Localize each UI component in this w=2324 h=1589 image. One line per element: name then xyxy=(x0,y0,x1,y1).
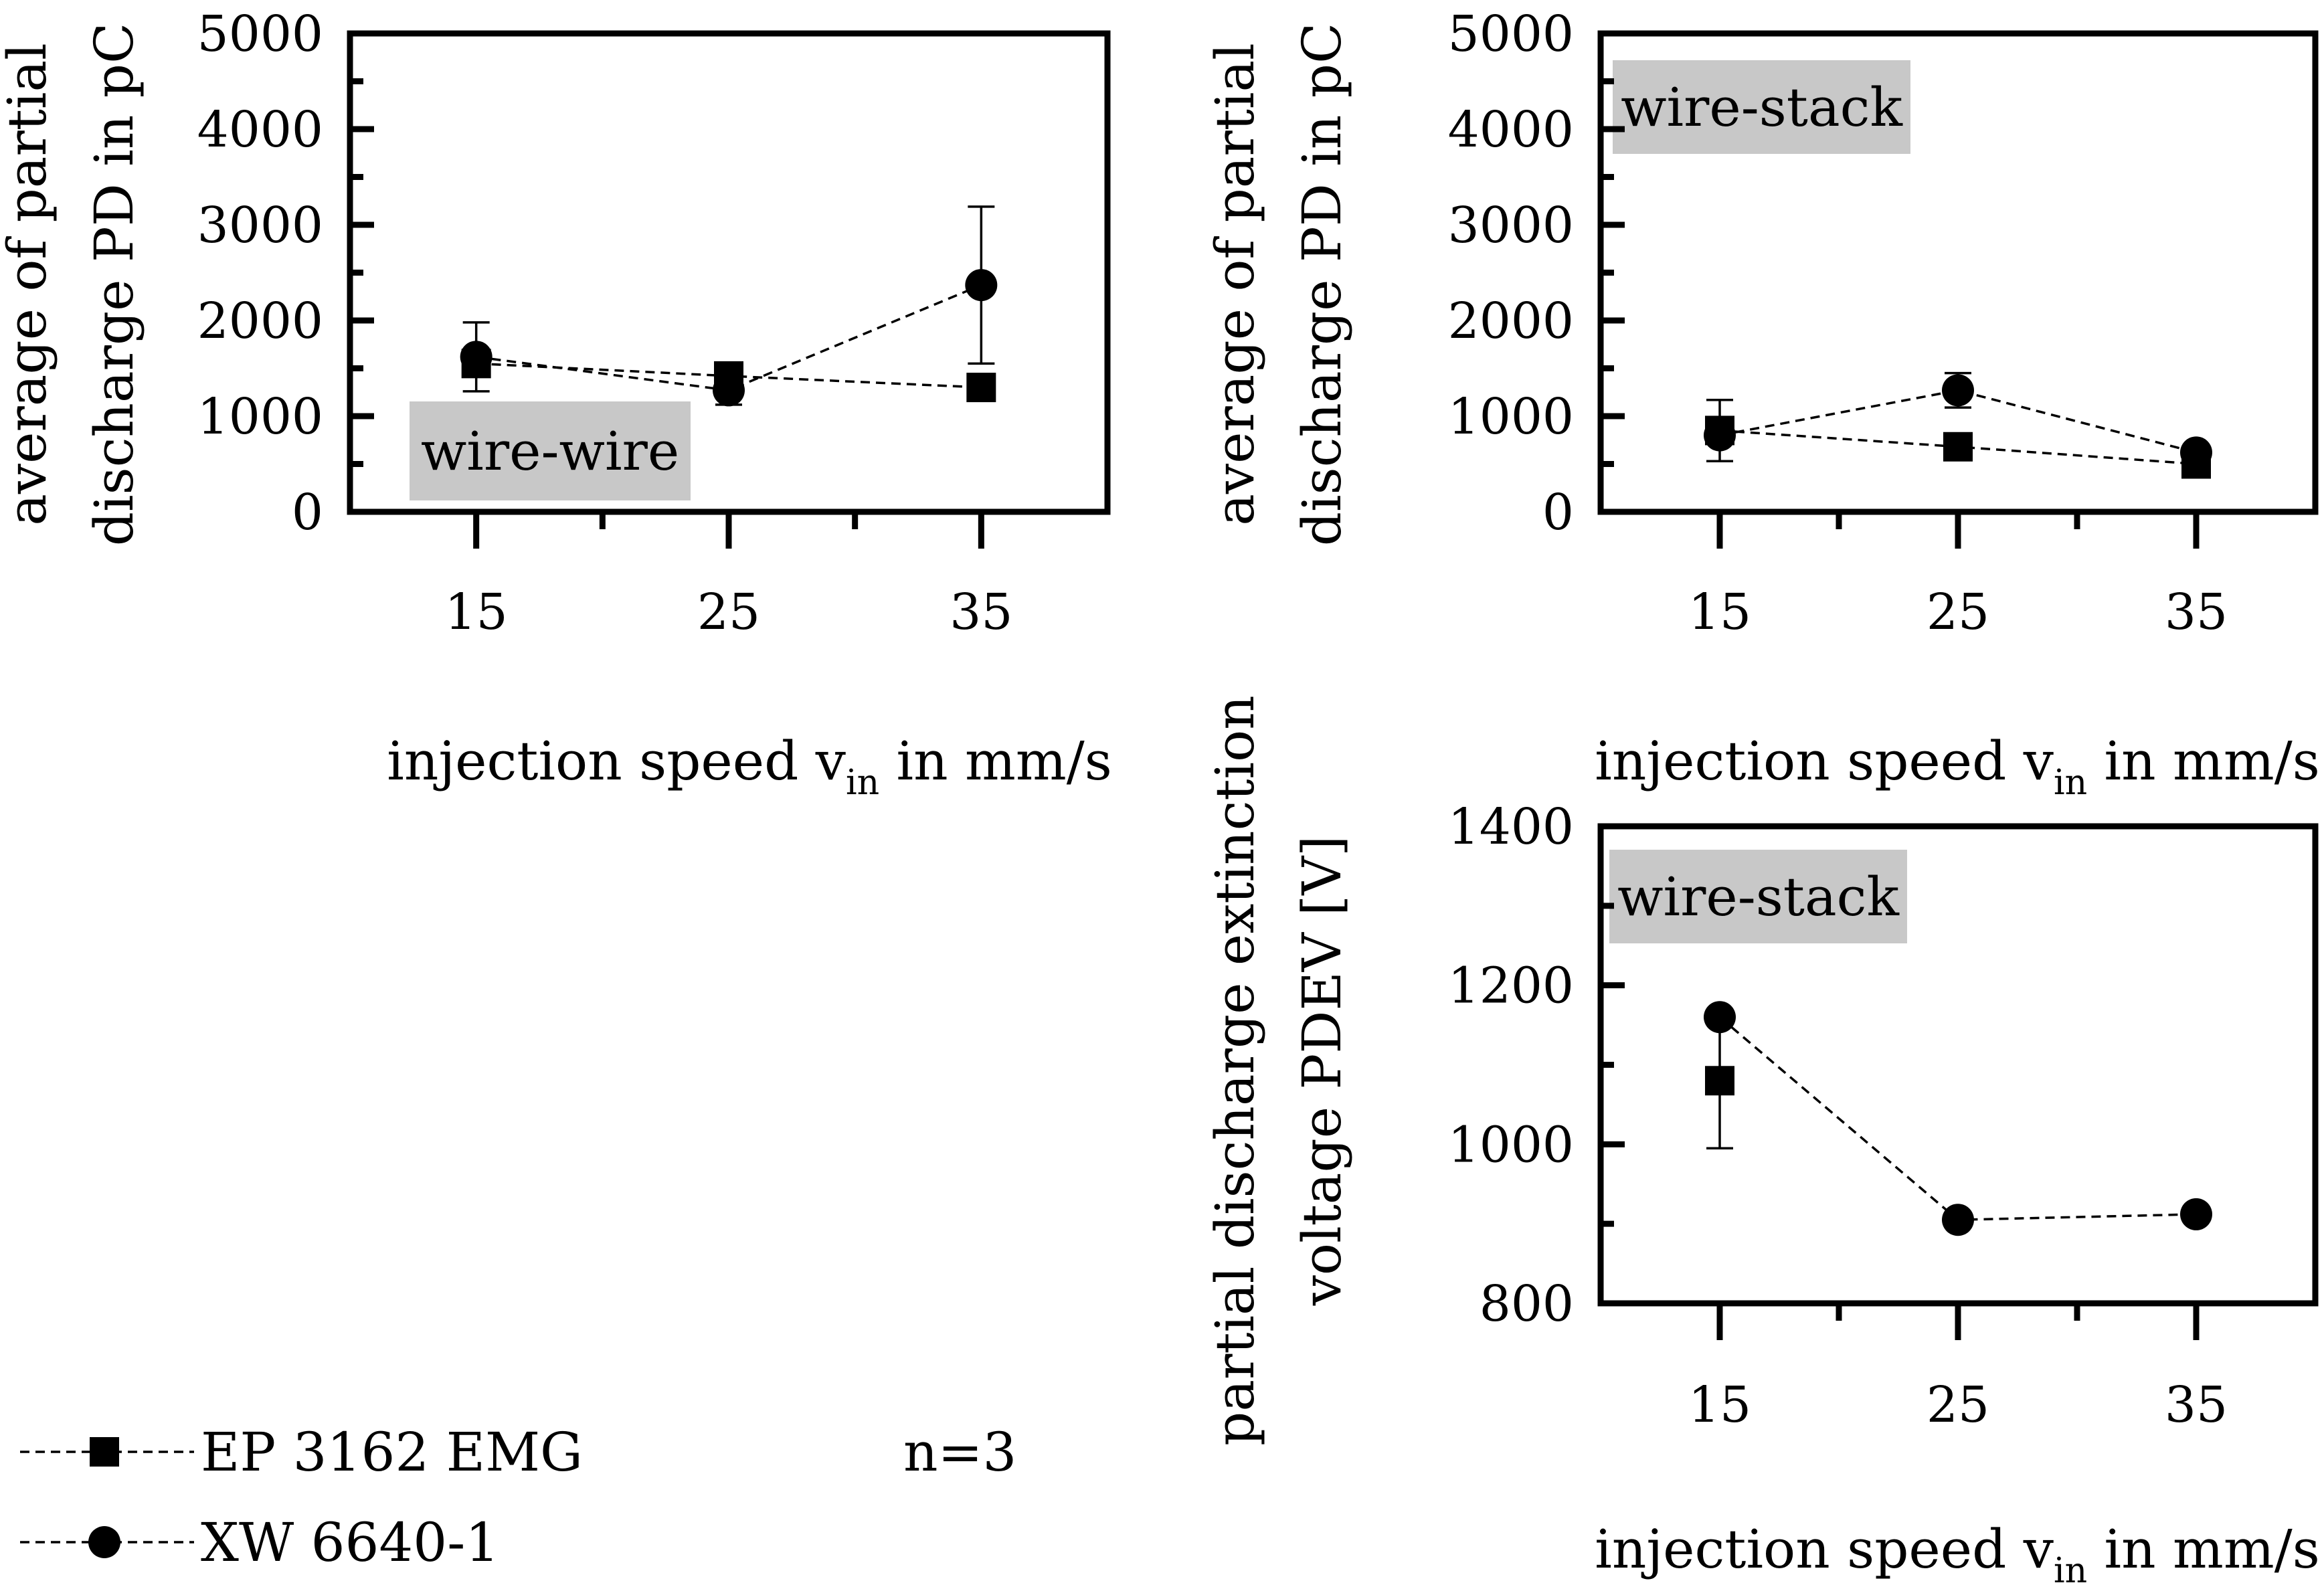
data-point-circle xyxy=(1942,1204,1974,1236)
data-point-circle xyxy=(1704,1001,1736,1034)
x-axis-label: injection speed vin in mm/s xyxy=(1595,730,2320,803)
legend: EP 3162 EMG XW 6640-1 n=3 xyxy=(20,1421,1016,1574)
legend-label: EP 3162 EMG xyxy=(201,1421,583,1483)
y-axis-label: discharge PD in pC xyxy=(83,23,145,546)
x-tick-label: 25 xyxy=(1927,583,1989,641)
y-tick-label: 1000 xyxy=(1448,1116,1574,1174)
y-tick-label: 1000 xyxy=(1448,388,1574,446)
y-tick-label: 4000 xyxy=(1448,101,1574,159)
data-point-circle xyxy=(2180,436,2212,469)
data-point-circle xyxy=(2180,1198,2212,1230)
x-tick-label: 15 xyxy=(1688,583,1751,641)
data-point-circle xyxy=(713,374,745,407)
plot-frame xyxy=(1597,823,2319,1307)
data-point-square xyxy=(966,373,996,403)
x-tick-label: 35 xyxy=(950,583,1012,641)
series-line-xw6640 xyxy=(1719,389,2197,454)
y-axis-label: discharge PD in pC xyxy=(1291,23,1353,546)
panel-tag-label: wire-stack xyxy=(1621,76,1903,138)
y-tick-label: 1000 xyxy=(197,388,323,446)
y-axis-label: average of partial xyxy=(0,43,58,526)
y-tick-label: 0 xyxy=(1542,484,1574,541)
x-tick-label: 25 xyxy=(697,583,760,641)
y-tick-label: 3000 xyxy=(1448,197,1574,254)
chart-panel-wire-stack-pdev: wire-stack 800 1000 1200 1400 15 25 35 partial d… xyxy=(1204,695,2320,1589)
square-marker-icon xyxy=(90,1437,119,1467)
y-tick-label: 800 xyxy=(1480,1275,1574,1333)
x-tick-label: 35 xyxy=(2165,583,2228,641)
legend-item-ep3162: EP 3162 EMG xyxy=(20,1421,583,1483)
y-tick-label: 5000 xyxy=(1448,5,1574,63)
data-point-square xyxy=(1943,432,1973,462)
data-point-circle xyxy=(460,341,493,373)
circle-marker-icon xyxy=(88,1526,120,1558)
x-tick-label: 35 xyxy=(2165,1376,2228,1434)
y-tick-label: 1400 xyxy=(1448,798,1574,856)
data-point-circle xyxy=(1704,419,1736,452)
x-axis-label: injection speed vin in mm/s xyxy=(1595,1518,2320,1589)
panel-tag-box xyxy=(1609,850,1907,943)
y-axis-label: average of partial xyxy=(1204,43,1266,526)
series-line-xw6640 xyxy=(1718,1016,2197,1221)
panel-tag-box xyxy=(1613,60,1910,154)
y-axis-label: partial discharge extinction xyxy=(1204,695,1266,1446)
panel-tag-label: wire-stack xyxy=(1617,866,1900,928)
plot-frame xyxy=(1597,30,2319,515)
y-tick-label: 0 xyxy=(292,484,323,541)
chart-panel-wire-wire: wire-wire 0 1000 2000 3000 4000 5000 15 25 35 aver… xyxy=(0,5,1112,803)
y-tick-label: 3000 xyxy=(197,197,323,254)
x-tick-label: 15 xyxy=(1688,1376,1751,1434)
chart-panel-wire-stack-pd: wire-stack 0 1000 2000 3000 4000 5000 15 25 35 ave… xyxy=(1204,5,2320,803)
data-point-circle xyxy=(965,269,998,302)
x-tick-label: 15 xyxy=(445,583,508,641)
panel-tag-label: wire-wire xyxy=(421,420,679,482)
legend-label: XW 6640-1 xyxy=(201,1511,499,1574)
sample-count-note: n=3 xyxy=(903,1421,1016,1483)
y-axis-label: voltage PDEV [V] xyxy=(1291,836,1353,1307)
data-point-circle xyxy=(1942,374,1974,407)
y-tick-label: 4000 xyxy=(197,101,323,159)
legend-item-xw6640: XW 6640-1 xyxy=(20,1511,499,1574)
data-point-square xyxy=(1705,1066,1734,1096)
y-tick-label: 2000 xyxy=(1448,292,1574,350)
y-tick-label: 1200 xyxy=(1448,957,1574,1015)
y-tick-label: 5000 xyxy=(197,5,323,63)
plot-frame xyxy=(347,30,1111,515)
x-tick-label: 25 xyxy=(1927,1376,1989,1434)
panel-tag-box xyxy=(410,401,691,500)
y-tick-label: 2000 xyxy=(197,292,323,350)
x-axis-label: injection speed vin in mm/s xyxy=(387,730,1112,803)
